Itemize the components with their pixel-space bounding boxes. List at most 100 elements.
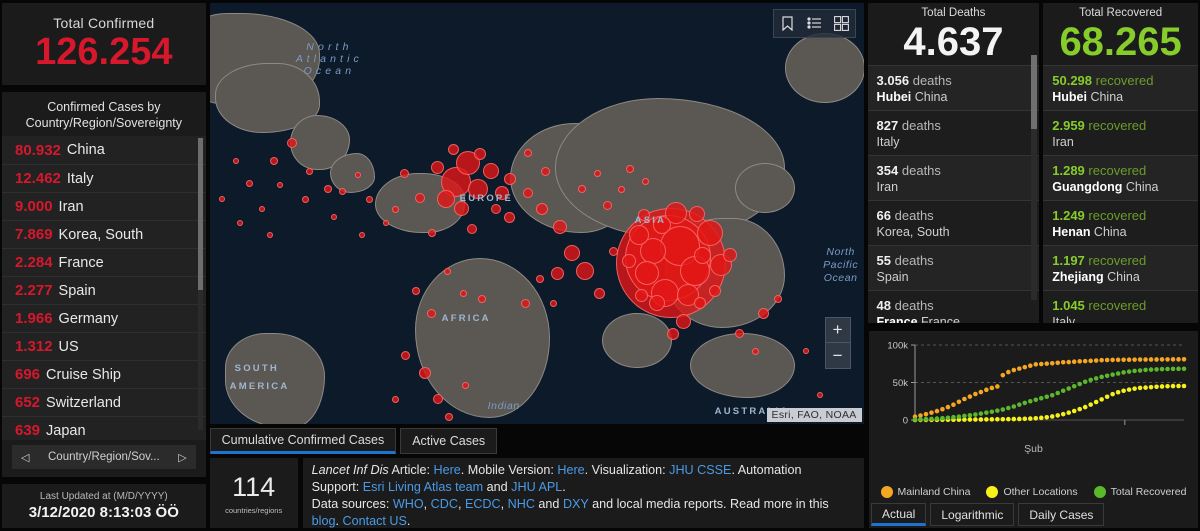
case-bubble[interactable] [535, 275, 544, 283]
case-bubble[interactable] [635, 288, 649, 302]
map-zoom-controls[interactable]: + − [824, 317, 851, 369]
credits-link-nhc[interactable]: NHC [507, 497, 535, 511]
case-bubble[interactable] [696, 220, 723, 246]
deaths-list[interactable]: 3.056 deaths Hubei China 827 deaths Italy 35… [867, 65, 1040, 323]
case-bubble[interactable] [462, 381, 470, 389]
credits-link-esri-living-atlas[interactable]: Esri Living Atlas team [362, 480, 484, 494]
legend-item[interactable]: Total Recovered [1093, 486, 1186, 498]
case-bubble[interactable] [594, 169, 602, 177]
case-bubble[interactable] [693, 297, 706, 309]
case-bubble[interactable] [444, 267, 452, 275]
world-map[interactable]: N o r t h A t l a n t i c O c e a n Nort… [209, 3, 864, 424]
stat-row[interactable]: 1.197 recovered Zhejiang China [1043, 245, 1198, 290]
case-row[interactable]: 639 Japan [2, 416, 206, 440]
stat-row[interactable]: 1.249 recovered Henan China [1043, 200, 1198, 245]
case-bubble[interactable] [286, 138, 297, 148]
case-bubble[interactable] [358, 232, 365, 238]
case-bubble[interactable] [551, 266, 565, 280]
case-bubble[interactable] [269, 157, 278, 165]
chart-tab-daily-cases[interactable]: Daily Cases [1018, 503, 1105, 526]
case-bubble[interactable] [455, 151, 480, 175]
case-bubble[interactable] [802, 348, 809, 354]
case-bubble[interactable] [477, 295, 486, 303]
case-row[interactable]: 652 Switzerland [2, 388, 206, 416]
legend-item[interactable]: Mainland China [880, 486, 970, 498]
trend-chart-area[interactable]: 0 50k 100k Şub [869, 331, 1198, 486]
credits-link-cdc[interactable]: CDC [430, 497, 458, 511]
stat-row[interactable]: 2.959 recovered Iran [1043, 110, 1198, 155]
case-bubble[interactable] [392, 395, 400, 403]
case-row[interactable]: 9.000 Iran [2, 192, 206, 220]
case-row[interactable]: 7.869 Korea, South [2, 220, 206, 248]
case-bubble[interactable] [550, 299, 558, 307]
stat-row[interactable]: 1.045 recovered Italy [1043, 290, 1198, 323]
case-bubble[interactable] [246, 179, 254, 187]
zoom-out-button[interactable]: − [832, 345, 843, 365]
case-bubble[interactable] [460, 289, 468, 297]
case-row[interactable]: 2.284 France [2, 248, 206, 276]
case-bubble[interactable] [302, 195, 310, 203]
credits-link-jhu-csse[interactable]: JHU CSSE [669, 463, 732, 477]
case-bubble[interactable] [523, 149, 532, 157]
case-bubble[interactable] [466, 224, 477, 234]
stat-row[interactable]: 48 deaths France France [867, 290, 1040, 323]
case-bubble[interactable] [816, 392, 823, 398]
chart-tabs[interactable]: Actual Logarithmic Daily Cases [869, 503, 1198, 528]
case-bubble[interactable] [637, 209, 650, 221]
case-bubble[interactable] [758, 307, 770, 319]
case-bubble[interactable] [575, 262, 594, 280]
stat-row[interactable]: 1.289 recovered Guangdong China [1043, 155, 1198, 200]
case-bubble[interactable] [323, 185, 332, 193]
pager-next-icon[interactable]: ▷ [178, 451, 187, 464]
stat-row[interactable]: 354 deaths Iran [867, 155, 1040, 200]
case-row[interactable]: 696 Cruise Ship [2, 360, 206, 388]
case-bubble[interactable] [652, 216, 671, 234]
case-row[interactable]: 12.462 Italy [2, 164, 206, 192]
case-bubble[interactable] [354, 172, 361, 178]
case-bubble[interactable] [503, 173, 516, 185]
case-bubble[interactable] [418, 367, 431, 379]
case-bubble[interactable] [694, 246, 712, 264]
case-row[interactable]: 80.932 China [2, 136, 206, 164]
case-bubble[interactable] [522, 188, 533, 198]
basemap-gallery-icon[interactable] [828, 10, 855, 37]
credits-link-who[interactable]: WHO [392, 497, 424, 511]
chart-tab-actual[interactable]: Actual [871, 503, 927, 526]
case-bubble[interactable] [594, 287, 606, 299]
case-bubble[interactable] [535, 203, 548, 215]
confirmed-cases-scrollbar[interactable] [197, 138, 203, 430]
case-bubble[interactable] [552, 220, 567, 234]
case-bubble[interactable] [625, 165, 634, 173]
case-bubble[interactable] [664, 202, 687, 224]
case-bubble[interactable] [276, 182, 283, 188]
case-bubble[interactable] [236, 220, 243, 226]
country-pager[interactable]: ◁ Country/Region/Sov... ▷ [12, 445, 196, 469]
map-tabs[interactable]: Cumulative Confirmed Cases Active Cases [209, 428, 864, 454]
credits-link-blog[interactable]: blog [311, 514, 336, 528]
case-bubble[interactable] [634, 261, 659, 285]
case-bubble[interactable] [494, 186, 509, 200]
case-bubble[interactable] [735, 328, 745, 338]
case-bubble[interactable] [618, 185, 626, 193]
legend-icon[interactable] [801, 10, 828, 37]
case-row[interactable]: 1.966 Germany [2, 304, 206, 332]
stat-row[interactable]: 55 deaths Spain [867, 245, 1040, 290]
case-bubble[interactable] [392, 205, 400, 213]
case-bubble[interactable] [432, 394, 443, 404]
case-bubble[interactable] [688, 206, 705, 222]
credits-link-here-2[interactable]: Here [557, 463, 585, 477]
zoom-in-button[interactable]: + [825, 318, 850, 343]
case-bubble[interactable] [339, 187, 347, 195]
case-bubble[interactable] [444, 413, 453, 421]
case-bubble[interactable] [609, 246, 619, 256]
case-bubble[interactable] [218, 196, 225, 202]
case-bubble[interactable] [482, 163, 499, 179]
stat-row[interactable]: 50.298 recovered Hubei China [1043, 65, 1198, 110]
case-bubble[interactable] [773, 295, 782, 303]
case-bubble[interactable] [648, 295, 665, 311]
chart-tab-logarithmic[interactable]: Logarithmic [930, 503, 1015, 526]
case-bubble[interactable] [490, 204, 501, 214]
case-bubble[interactable] [504, 211, 516, 223]
case-row[interactable]: 2.277 Spain [2, 276, 206, 304]
bookmark-icon[interactable] [774, 10, 801, 37]
